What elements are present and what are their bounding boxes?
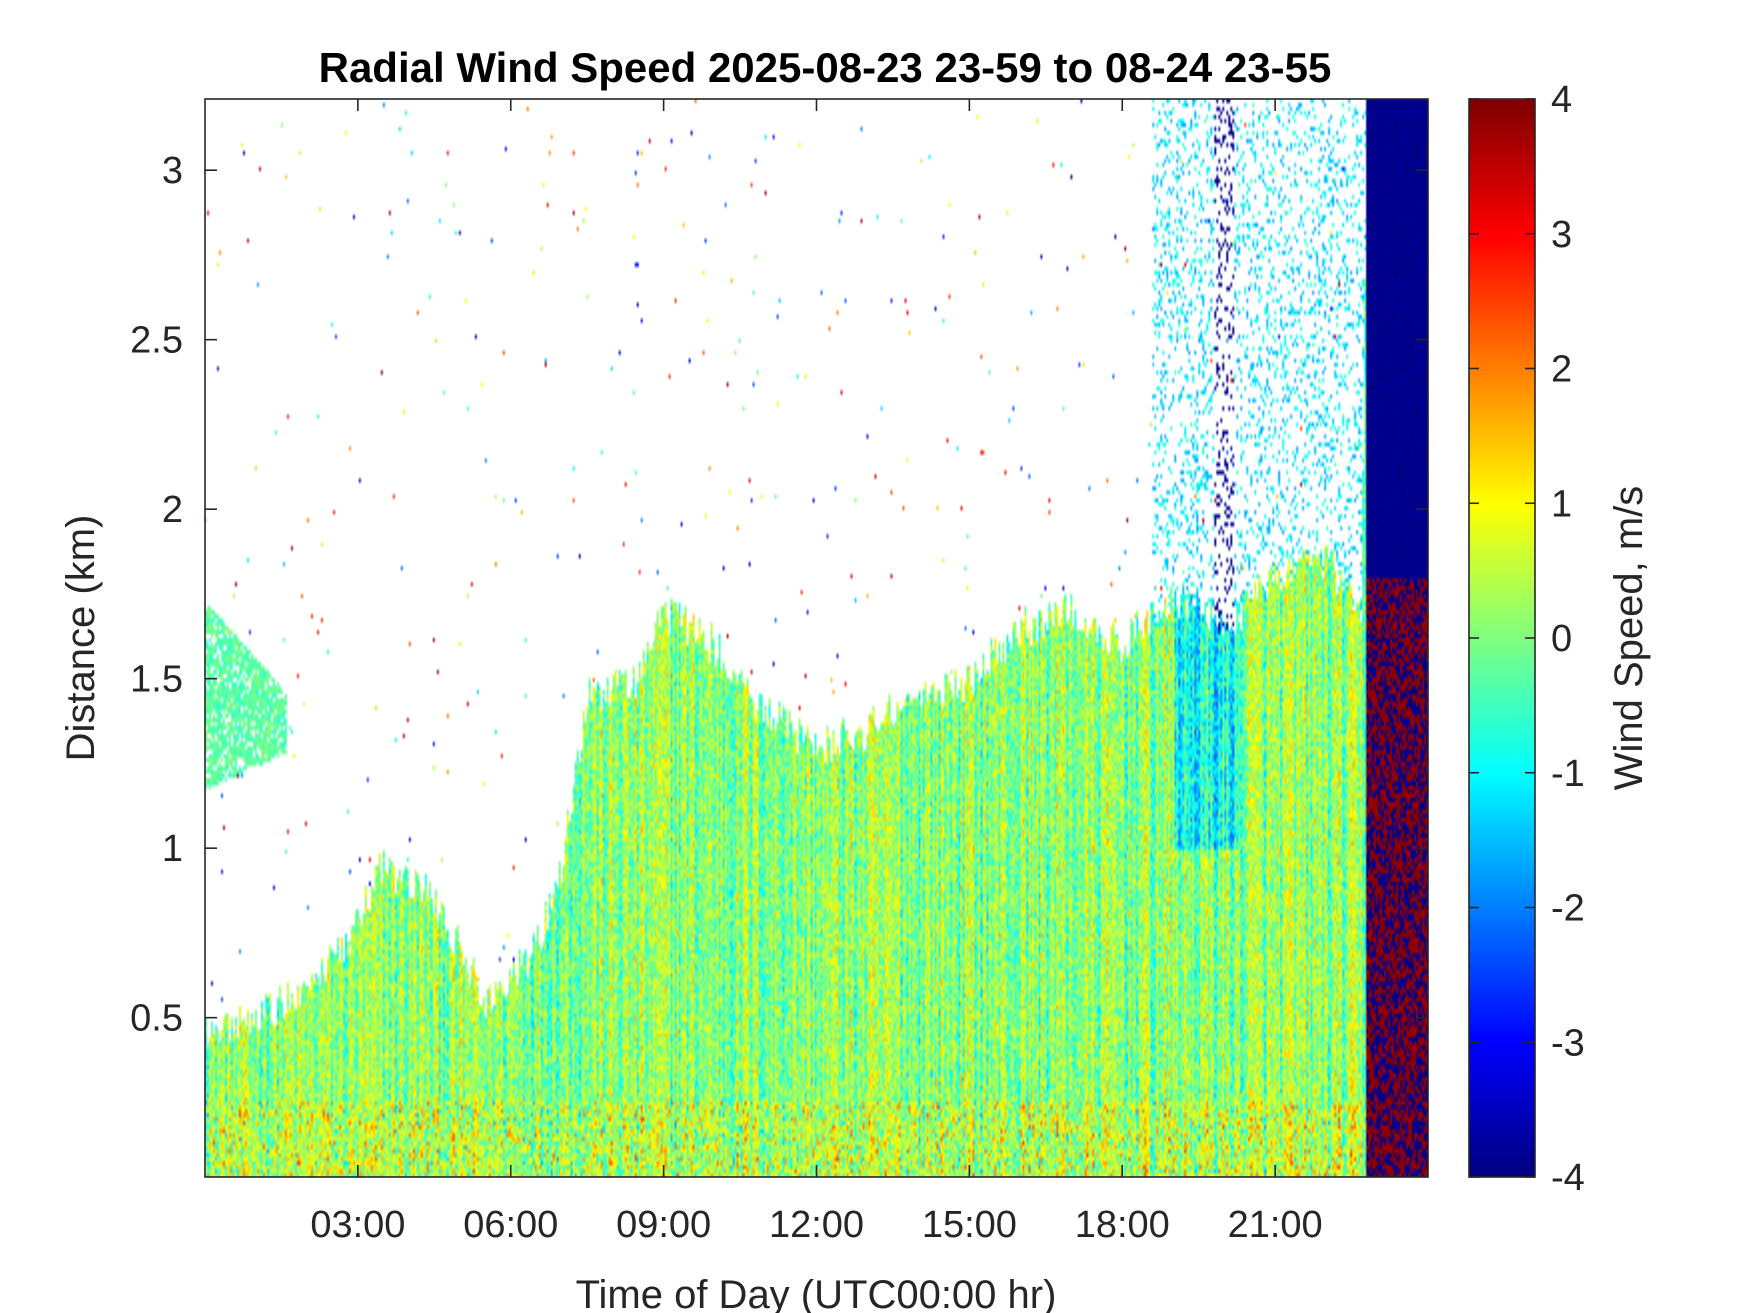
x-axis: 03:00 06:00 09:00 12:00 15:00 18:00 21:00: [310, 99, 1323, 1246]
y-axis-label: Distance (km): [59, 515, 103, 762]
colorbar-tick-label: 0: [1551, 618, 1572, 660]
wind-speed-heatmap: [205, 99, 1428, 1177]
plot-area: [205, 99, 1428, 1177]
colorbar-tick-label: 3: [1551, 214, 1572, 256]
colorbar-tick-label: 4: [1551, 79, 1572, 121]
x-tick-label: 03:00: [310, 1204, 405, 1246]
colorbar: 4 3 2 1 0 -1 -2 -3 -4: [1468, 79, 1585, 1199]
colorbar-tick-label: -1: [1551, 753, 1585, 795]
chart-title: Radial Wind Speed 2025-08-23 23-59 to 08…: [319, 44, 1332, 91]
y-axis: 0.5 1 1.5 2 2.5 3: [130, 150, 1428, 1040]
x-tick-label: 18:00: [1075, 1204, 1170, 1246]
y-tick-label: 3: [162, 150, 183, 192]
colorbar-gradient: [1469, 99, 1535, 1177]
x-tick-label: 12:00: [769, 1204, 864, 1246]
y-tick-label: 2: [162, 489, 183, 531]
y-tick-label: 0.5: [130, 998, 183, 1040]
colorbar-tick-label: 1: [1551, 483, 1572, 525]
colorbar-label: Wind Speed, m/s: [1607, 486, 1651, 791]
x-tick-label: 09:00: [616, 1204, 711, 1246]
colorbar-axis: 4 3 2 1 0 -1 -2 -3 -4: [1469, 79, 1585, 1199]
y-tick-label: 1: [162, 828, 183, 870]
x-axis-label: Time of Day (UTC00:00 hr): [576, 1273, 1057, 1313]
colorbar-tick-label: -4: [1551, 1157, 1585, 1199]
x-tick-label: 06:00: [463, 1204, 558, 1246]
x-tick-label: 21:00: [1228, 1204, 1323, 1246]
colorbar-tick-label: -2: [1551, 888, 1585, 930]
colorbar-tick-label: 2: [1551, 349, 1572, 391]
colorbar-tick-label: -3: [1551, 1022, 1585, 1064]
x-tick-label: 15:00: [922, 1204, 1017, 1246]
y-tick-label: 1.5: [130, 659, 183, 701]
y-tick-label: 2.5: [130, 320, 183, 362]
